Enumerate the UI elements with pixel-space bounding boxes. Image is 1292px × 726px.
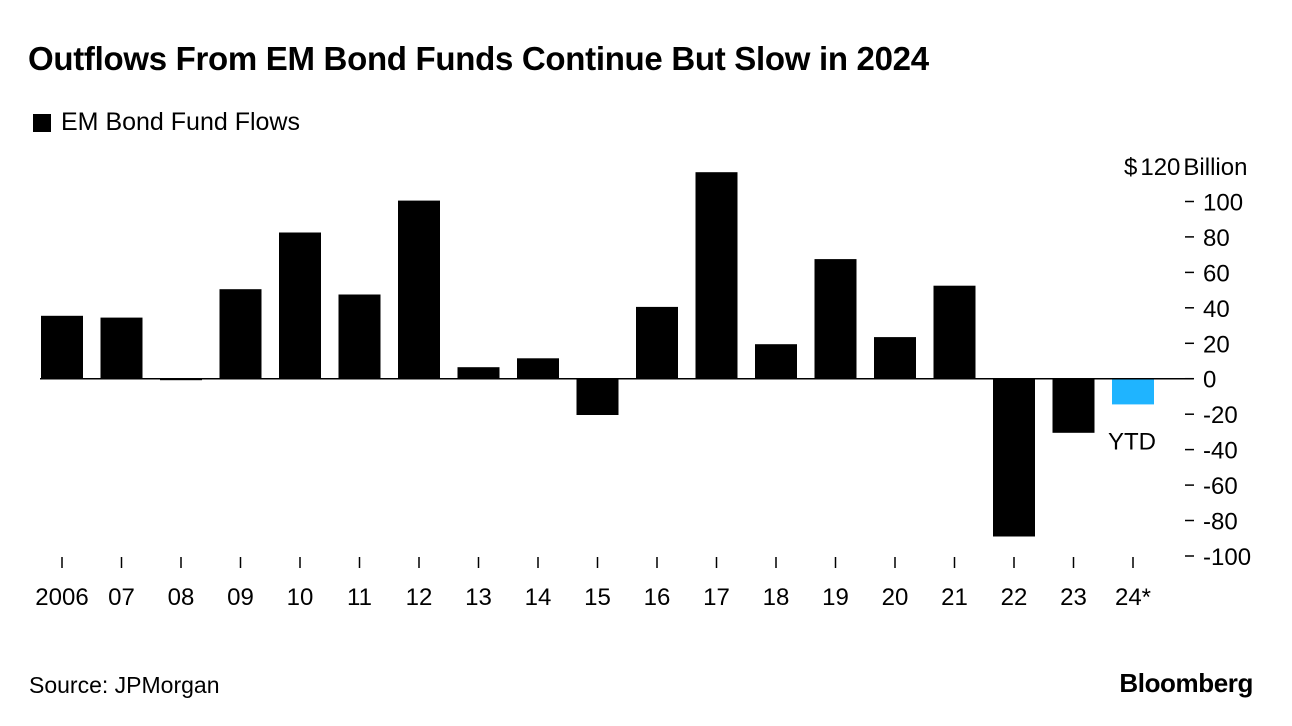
x-tick-label: 21 xyxy=(941,584,968,611)
bar-14 xyxy=(517,358,559,379)
x-tick-label: 17 xyxy=(703,584,730,611)
y-tick-label: -100 xyxy=(1203,544,1251,571)
legend-label: EM Bond Fund Flows xyxy=(61,108,300,136)
y-tick-label: 0 xyxy=(1203,367,1216,394)
y-tick-label: 100 xyxy=(1203,190,1243,217)
y-tick-label: -60 xyxy=(1203,473,1238,500)
x-tick-label: 15 xyxy=(584,584,611,611)
bar-17 xyxy=(695,172,738,379)
bar-20 xyxy=(874,337,916,379)
y-tick-label-top: $120 Billion xyxy=(1124,154,1247,181)
x-axis: 2006 07 08 09 10 11 12 13 14 15 16 17 18 19 20 21 22 23 24… xyxy=(35,557,1151,611)
x-tick-label: 07 xyxy=(108,584,135,611)
annotations: YTD xyxy=(1108,428,1156,455)
x-tick-label: 16 xyxy=(644,584,671,611)
brand-logo: Bloomberg xyxy=(1119,668,1253,698)
bar-22 xyxy=(993,378,1035,537)
y-tick-label: 60 xyxy=(1203,260,1230,287)
bar-11 xyxy=(338,294,381,379)
bar-07 xyxy=(100,317,143,379)
x-tick-label: 12 xyxy=(406,584,433,611)
x-tick-label: 24* xyxy=(1115,584,1151,611)
x-tick-label: 23 xyxy=(1060,584,1087,611)
x-tick-label: 08 xyxy=(168,584,195,611)
chart-title: Outflows From EM Bond Funds Continue But… xyxy=(28,40,929,77)
bar-18 xyxy=(755,344,797,379)
y-tick-label: -20 xyxy=(1203,402,1238,429)
bar-19 xyxy=(814,259,857,379)
bar-13 xyxy=(457,367,500,379)
x-tick-label: 09 xyxy=(227,584,254,611)
y-tick-label: -80 xyxy=(1203,509,1238,536)
x-tick-label: 14 xyxy=(525,584,552,611)
y-axis: -100 -80 -60 -40 -20 0 20 40 60 80 100 $ 120 Billion xyxy=(1124,154,1251,571)
bar-24-ytd xyxy=(1112,378,1154,405)
y-tick-label: -40 xyxy=(1203,438,1238,465)
bar-09 xyxy=(219,289,262,379)
bar-15 xyxy=(576,378,619,415)
x-tick-label: 2006 xyxy=(35,584,88,611)
annotation-label: YTD xyxy=(1108,428,1156,455)
bar-2006 xyxy=(41,315,83,379)
y-tick-label: 80 xyxy=(1203,225,1230,252)
x-tick-label: 20 xyxy=(882,584,909,611)
legend-swatch xyxy=(33,113,51,132)
source-note: Source: JPMorgan xyxy=(29,672,220,698)
legend: EM Bond Fund Flows xyxy=(33,108,300,137)
x-tick-label: 10 xyxy=(287,584,314,611)
bars-group xyxy=(41,172,1154,537)
x-tick-label: 11 xyxy=(347,584,372,611)
bar-10 xyxy=(279,232,321,379)
y-tick-label: 40 xyxy=(1203,296,1230,323)
bar-21 xyxy=(933,285,976,379)
x-tick-label: 13 xyxy=(465,584,492,611)
y-tick-label: 20 xyxy=(1203,331,1230,358)
x-tick-label: 19 xyxy=(822,584,849,611)
bar-16 xyxy=(636,306,678,379)
x-tick-label: 22 xyxy=(1001,584,1028,611)
bar-12 xyxy=(398,200,440,379)
x-tick-label: 18 xyxy=(763,584,790,611)
bar-23 xyxy=(1052,378,1095,433)
